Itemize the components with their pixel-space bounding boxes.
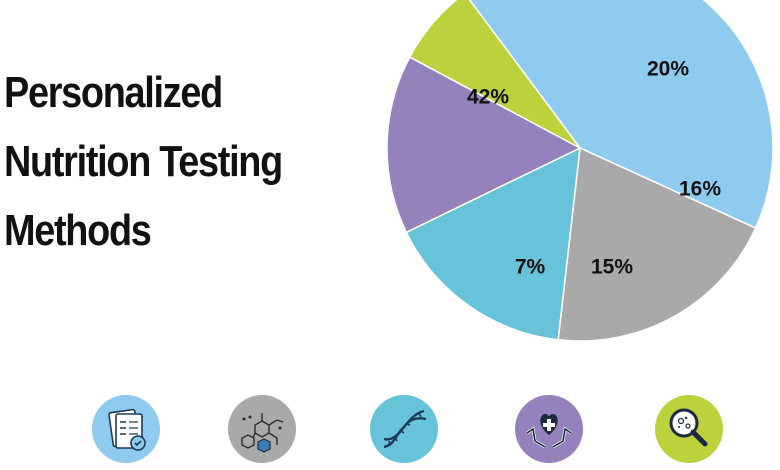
slice-label-4: 15% bbox=[591, 256, 633, 279]
pie-slice-1 bbox=[468, 0, 774, 230]
chart-title: Personalized Nutrition Testing Methods bbox=[4, 58, 314, 265]
pie-slice-3 bbox=[405, 146, 581, 341]
pie-slice-4 bbox=[386, 56, 582, 234]
slice-label-2: 20% bbox=[647, 58, 689, 81]
microbe-magnifier-icon bbox=[655, 395, 723, 463]
report-checklist-icon bbox=[92, 395, 160, 463]
slice-label-5: 7% bbox=[515, 256, 546, 279]
title-line-3: Methods bbox=[4, 206, 152, 255]
title-line-1: Personalized bbox=[4, 68, 223, 117]
slice-label-1: 42% bbox=[467, 86, 509, 109]
slice-label-3: 16% bbox=[679, 178, 721, 201]
molecule-structure-icon bbox=[228, 395, 296, 463]
pie-slice-5 bbox=[408, 0, 581, 149]
pie-slice-2 bbox=[557, 146, 757, 342]
dna-helix-icon bbox=[370, 395, 438, 463]
title-line-2: Nutrition Testing bbox=[4, 137, 283, 186]
health-heart-hands-icon bbox=[515, 395, 583, 463]
